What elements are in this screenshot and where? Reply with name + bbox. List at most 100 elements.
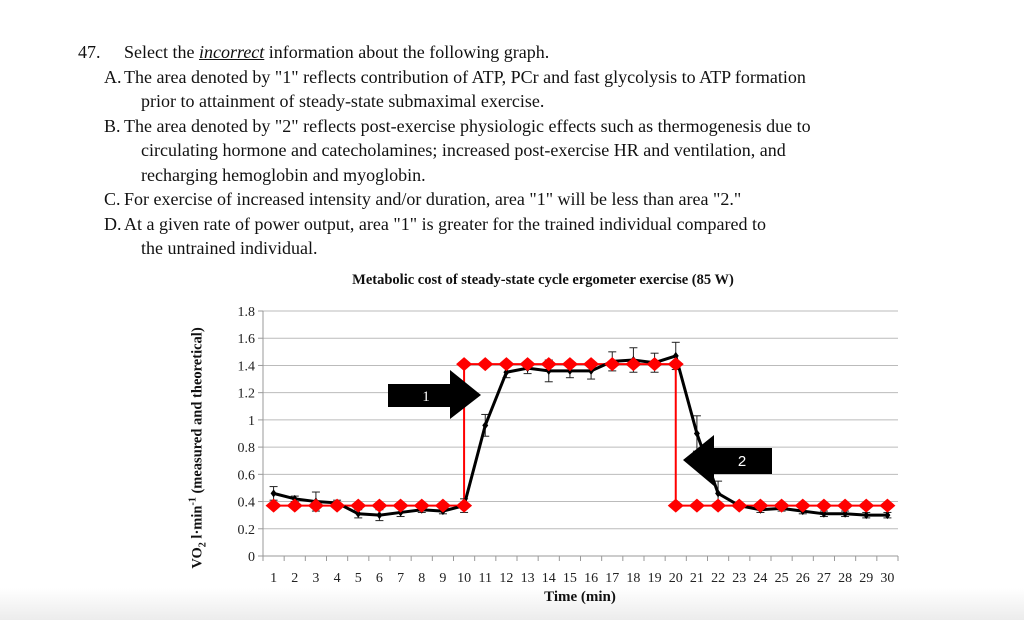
theoretical-point — [858, 498, 875, 513]
theoretical-point — [519, 357, 536, 372]
theoretical-point — [879, 498, 896, 513]
y-axis-label: VO2 l·min-1 (measured and theoretical) — [187, 327, 209, 569]
x-tick-label: 29 — [859, 571, 873, 586]
option-letter: B. — [104, 115, 121, 136]
x-tick-label: 1 — [270, 571, 277, 586]
y-tick-label: 1.2 — [238, 387, 256, 402]
option-text: At a given rate of power output, area "1… — [124, 213, 766, 234]
arrow-left-icon — [683, 435, 772, 486]
y-tick-label: 0.4 — [238, 496, 256, 511]
y-tick-label: 0.6 — [238, 468, 256, 483]
option-text: prior to attainment of steady-state subm… — [141, 91, 545, 111]
theoretical-point — [456, 357, 473, 372]
option-text: the untrained individual. — [141, 238, 318, 258]
x-tick-label: 2 — [291, 571, 298, 586]
arrow-2-label: 2 — [738, 453, 746, 470]
question-stem: Select the incorrect information about t… — [124, 40, 549, 65]
arrow-1-annotation: 1 — [388, 370, 481, 419]
measured-point — [355, 509, 362, 518]
x-tick-label: 18 — [626, 571, 640, 586]
theoretical-point — [329, 498, 346, 513]
theoretical-point — [625, 357, 642, 372]
measured-point — [693, 429, 700, 438]
x-tick-label: 25 — [775, 571, 789, 586]
chart-title: Metabolic cost of steady-state cycle erg… — [352, 272, 734, 288]
theoretical-point — [710, 498, 727, 513]
theoretical-point — [477, 357, 494, 372]
theoretical-point — [667, 357, 684, 372]
option-text: For exercise of increased intensity and/… — [124, 189, 742, 209]
stem-text: information about the following graph. — [264, 42, 550, 62]
theoretical-point — [583, 357, 600, 372]
y-tick-label: 1.8 — [238, 305, 256, 320]
x-tick-label: 7 — [397, 571, 404, 586]
x-tick-label: 6 — [376, 571, 383, 586]
theoretical-line — [273, 363, 888, 507]
theoretical-point — [456, 498, 473, 513]
x-tick-label: 20 — [669, 571, 683, 586]
x-tick-label: 16 — [584, 571, 598, 586]
x-tick-label: 15 — [563, 571, 577, 586]
arrow-right-icon — [388, 370, 481, 419]
theoretical-point — [731, 498, 748, 513]
x-tick-label: 11 — [479, 571, 492, 586]
question-number: 47. — [78, 42, 101, 62]
theoretical-point — [371, 498, 388, 513]
arrow-1-label: 1 — [422, 389, 430, 405]
option-text: recharging hemoglobin and myoglobin. — [141, 164, 426, 185]
theoretical-point — [307, 498, 324, 513]
measured-point — [270, 489, 277, 498]
theoretical-point — [392, 498, 409, 513]
x-tick-label: 12 — [499, 571, 513, 586]
option-letter: A. — [104, 66, 122, 87]
measured-point — [820, 509, 827, 518]
theoretical-point — [794, 498, 811, 513]
y-tick-label: 0.8 — [238, 441, 256, 456]
measured-point — [842, 509, 849, 518]
x-tick-label: 13 — [521, 571, 535, 586]
x-tick-label: 24 — [753, 571, 767, 586]
option-letter: D. — [104, 213, 122, 234]
x-tick-label: 14 — [542, 571, 556, 586]
theoretical-point — [265, 498, 282, 513]
y-tick-label: 1.4 — [238, 359, 256, 374]
theoretical-point — [667, 498, 684, 513]
x-tick-label: 19 — [648, 571, 662, 586]
theoretical-point — [688, 498, 705, 513]
x-tick-label: 8 — [418, 571, 425, 586]
theoretical-point — [561, 357, 578, 372]
measured-point — [672, 351, 679, 360]
x-tick-label: 28 — [838, 571, 852, 586]
x-tick-label: 17 — [605, 571, 619, 586]
theoretical-point — [773, 498, 790, 513]
option-text: The area denoted by "1" reflects contrib… — [124, 66, 806, 87]
measured-point — [376, 511, 383, 520]
x-tick-label: 30 — [880, 571, 894, 586]
x-tick-label: 26 — [796, 571, 810, 586]
y-tick-label: 0.2 — [238, 523, 256, 538]
y-tick-label: 1 — [248, 414, 255, 429]
option-text: The area denoted by "2" reflects post-ex… — [124, 115, 811, 136]
measured-point — [715, 489, 722, 498]
stem-text: Select the — [124, 42, 199, 62]
measured-point — [482, 421, 489, 430]
measured-point — [884, 511, 891, 520]
measured-point — [503, 368, 510, 377]
x-tick-label: 10 — [457, 571, 471, 586]
x-tick-label: 3 — [312, 571, 319, 586]
x-tick-label: 23 — [732, 571, 746, 586]
theoretical-point — [498, 357, 515, 372]
theoretical-point — [434, 498, 451, 513]
option-letter: C. — [104, 189, 121, 209]
theoretical-point — [540, 357, 557, 372]
theoretical-point — [837, 498, 854, 513]
theoretical-point — [286, 498, 303, 513]
stem-emphasis: incorrect — [198, 42, 265, 62]
theoretical-point — [646, 357, 663, 372]
x-tick-label: 5 — [355, 571, 362, 586]
x-tick-label: 4 — [334, 571, 341, 586]
theoretical-point — [413, 498, 430, 513]
bottom-band — [0, 588, 1024, 620]
x-tick-label: 22 — [711, 571, 725, 586]
